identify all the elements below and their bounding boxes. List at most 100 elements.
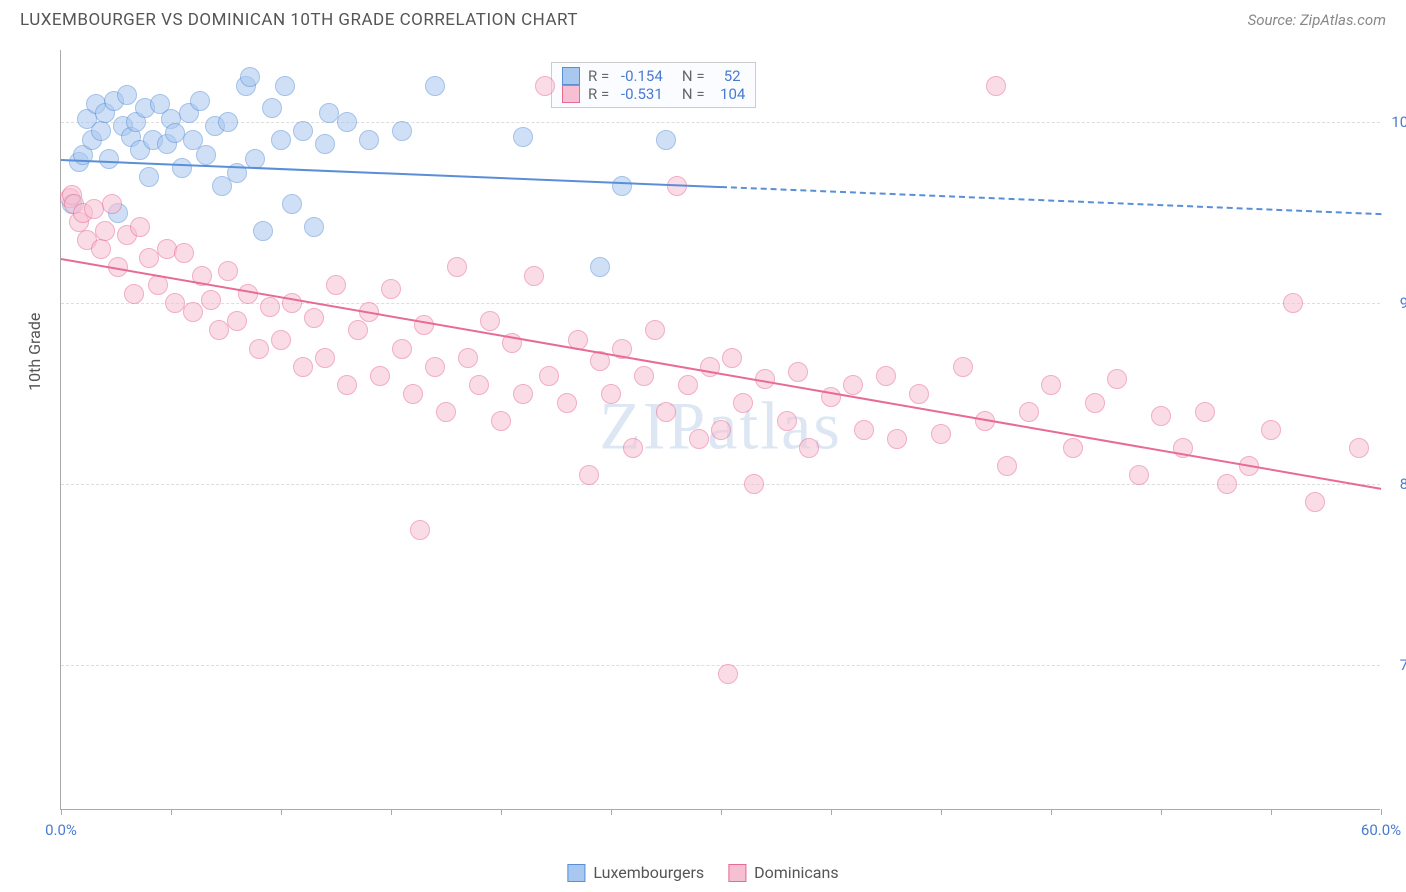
- data-point: [117, 85, 137, 105]
- legend-row: R = -0.154 N = 52: [562, 67, 745, 85]
- data-point: [1063, 438, 1083, 458]
- data-point: [245, 149, 265, 169]
- data-point: [271, 330, 291, 350]
- y-axis-label: 10th Grade: [25, 313, 44, 391]
- legend-swatch: [562, 67, 580, 85]
- data-point: [458, 348, 478, 368]
- data-point: [240, 67, 260, 87]
- x-tick: [941, 809, 942, 815]
- legend-label: Dominicans: [754, 863, 838, 882]
- legend-row: R = -0.531 N = 104: [562, 85, 745, 103]
- x-tick: [721, 809, 722, 815]
- data-point: [887, 429, 907, 449]
- data-point: [799, 438, 819, 458]
- data-point: [282, 194, 302, 214]
- y-tick-label: 80.0%: [1385, 475, 1406, 493]
- data-point: [260, 297, 280, 317]
- data-point: [711, 420, 731, 440]
- data-point: [590, 257, 610, 277]
- data-point: [579, 465, 599, 485]
- data-point: [689, 429, 709, 449]
- data-point: [656, 402, 676, 422]
- data-point: [1305, 492, 1325, 512]
- data-point: [315, 348, 335, 368]
- data-point: [304, 217, 324, 237]
- data-point: [447, 257, 467, 277]
- data-point: [1107, 369, 1127, 389]
- series-legend: Luxembourgers Dominicans: [567, 863, 838, 882]
- data-point: [513, 384, 533, 404]
- data-point: [843, 375, 863, 395]
- data-point: [348, 320, 368, 340]
- data-point: [539, 366, 559, 386]
- x-tick: [1381, 809, 1382, 815]
- data-point: [744, 474, 764, 494]
- data-point: [645, 320, 665, 340]
- data-point: [733, 393, 753, 413]
- data-point: [931, 424, 951, 444]
- data-point: [1129, 465, 1149, 485]
- data-point: [304, 308, 324, 328]
- data-point: [777, 411, 797, 431]
- data-point: [293, 357, 313, 377]
- gridline: [61, 122, 1380, 123]
- data-point: [293, 121, 313, 141]
- plot-area: ZIPatlas R = -0.154 N = 52R = -0.531 N =…: [60, 50, 1380, 810]
- data-point: [337, 112, 357, 132]
- data-point: [678, 375, 698, 395]
- data-point: [436, 402, 456, 422]
- data-point: [196, 145, 216, 165]
- data-point: [392, 121, 412, 141]
- gridline: [61, 484, 1380, 485]
- data-point: [722, 348, 742, 368]
- data-point: [414, 315, 434, 335]
- data-point: [249, 339, 269, 359]
- legend-item: Dominicans: [728, 863, 838, 882]
- data-point: [102, 194, 122, 214]
- data-point: [326, 275, 346, 295]
- data-point: [997, 456, 1017, 476]
- x-tick: [171, 809, 172, 815]
- data-point: [381, 279, 401, 299]
- data-point: [1349, 438, 1369, 458]
- data-point: [986, 76, 1006, 96]
- data-point: [513, 127, 533, 147]
- data-point: [425, 357, 445, 377]
- data-point: [174, 243, 194, 263]
- data-point: [623, 438, 643, 458]
- data-point: [190, 91, 210, 111]
- data-point: [124, 284, 144, 304]
- x-tick: [391, 809, 392, 815]
- legend-item: Luxembourgers: [567, 863, 704, 882]
- legend-swatch: [562, 85, 580, 103]
- data-point: [656, 130, 676, 150]
- x-tick-label: 0.0%: [45, 821, 77, 839]
- data-point: [718, 664, 738, 684]
- data-point: [392, 339, 412, 359]
- data-point: [1283, 293, 1303, 313]
- data-point: [315, 134, 335, 154]
- y-tick-label: 100.0%: [1385, 113, 1406, 131]
- x-tick: [1161, 809, 1162, 815]
- data-point: [227, 311, 247, 331]
- x-tick: [611, 809, 612, 815]
- data-point: [1195, 402, 1215, 422]
- legend-label: Luxembourgers: [593, 863, 704, 882]
- data-point: [876, 366, 896, 386]
- data-point: [1151, 406, 1171, 426]
- data-point: [634, 366, 654, 386]
- chart-title: LUXEMBOURGER VS DOMINICAN 10TH GRADE COR…: [20, 10, 578, 30]
- data-point: [95, 221, 115, 241]
- trend-line-extrapolated: [721, 186, 1381, 215]
- data-point: [410, 520, 430, 540]
- data-point: [172, 158, 192, 178]
- data-point: [788, 362, 808, 382]
- data-point: [253, 221, 273, 241]
- data-point: [612, 176, 632, 196]
- trend-line: [61, 159, 721, 188]
- data-point: [91, 121, 111, 141]
- gridline: [61, 303, 1380, 304]
- x-tick: [831, 809, 832, 815]
- legend-swatch: [728, 864, 746, 882]
- x-tick: [1271, 809, 1272, 815]
